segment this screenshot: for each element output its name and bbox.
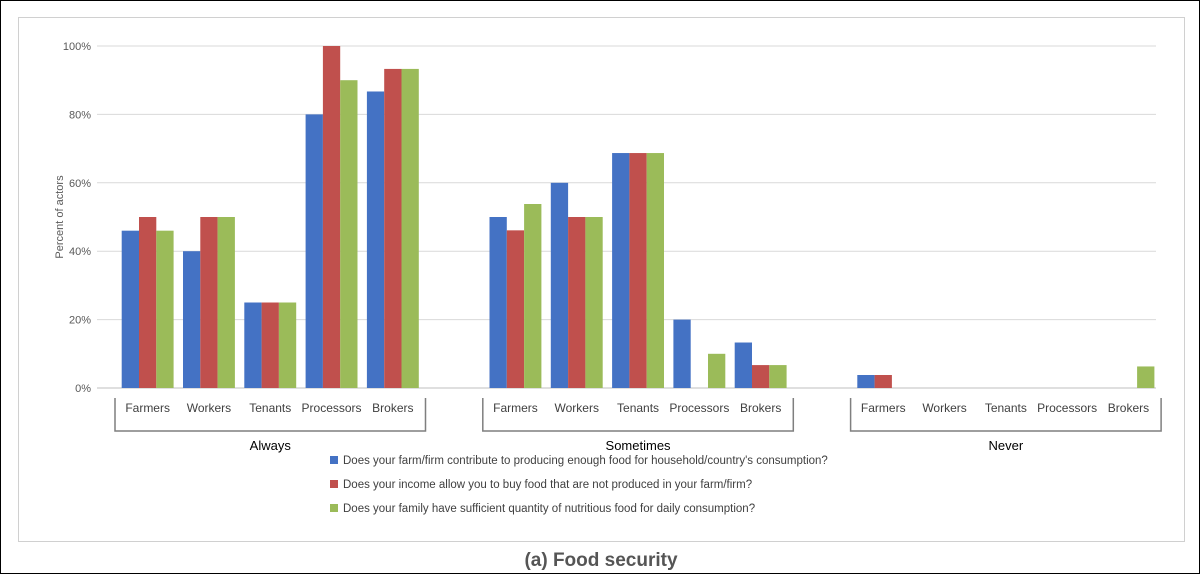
category-label: Tenants <box>249 401 291 415</box>
chart-area: 0% 20% 40% 60% 80% 100% Percent of actors Farme… <box>18 17 1185 542</box>
bar <box>139 217 157 388</box>
legend-swatch <box>330 456 338 464</box>
bar <box>874 375 892 388</box>
group-label: Always <box>250 438 292 453</box>
category-label: Processors <box>1037 401 1097 415</box>
bar <box>322 46 341 388</box>
y-tick-label: 20% <box>69 315 91 327</box>
bar <box>646 153 664 388</box>
category-label: Workers <box>922 401 966 415</box>
bar <box>673 319 691 388</box>
group-bracket <box>482 398 795 432</box>
legend-swatch <box>330 504 338 512</box>
group-bracket <box>114 398 427 432</box>
bar <box>629 153 647 388</box>
legend-label: Does your family have sufficient quantit… <box>343 503 755 515</box>
bar <box>200 217 218 388</box>
category-label: Processors <box>669 401 729 415</box>
bar <box>524 204 542 388</box>
bar <box>506 230 525 388</box>
legend-swatch <box>330 480 338 488</box>
bar-chart: 0% 20% 40% 60% 80% 100% Percent of actors Farme… <box>54 41 1162 515</box>
bar <box>550 182 569 388</box>
y-tick-label: 0% <box>75 383 91 395</box>
bar <box>366 91 385 389</box>
bar <box>857 375 875 388</box>
bar <box>244 302 262 388</box>
category-label: Farmers <box>861 401 906 415</box>
category-label: Tenants <box>617 401 659 415</box>
bar <box>305 114 323 389</box>
y-axis-label: Percent of actors <box>54 175 66 259</box>
group-label: Never <box>989 438 1024 453</box>
figure-caption: (a) Food security <box>524 550 678 571</box>
bar <box>612 153 630 388</box>
bar <box>769 365 787 388</box>
y-tick-label: 80% <box>69 109 91 121</box>
category-label: Workers <box>555 401 599 415</box>
bar <box>734 342 752 388</box>
bar <box>217 217 235 388</box>
bar <box>278 302 297 388</box>
bar <box>340 80 358 388</box>
bar <box>401 68 419 388</box>
bar <box>489 217 507 388</box>
bar <box>752 365 770 388</box>
bar <box>708 353 726 388</box>
category-label: Brokers <box>372 401 413 415</box>
bar <box>156 230 174 388</box>
bar <box>585 217 603 388</box>
bar <box>183 251 201 388</box>
category-label: Farmers <box>125 401 170 415</box>
bar <box>384 68 402 388</box>
category-label: Farmers <box>493 401 538 415</box>
bar <box>261 302 279 388</box>
group-bracket <box>849 398 1162 432</box>
bar <box>568 217 586 388</box>
category-label: Brokers <box>1108 401 1149 415</box>
bar <box>121 230 139 388</box>
y-tick-label: 100% <box>63 41 91 53</box>
y-tick-label: 60% <box>69 178 91 190</box>
category-label: Workers <box>187 401 231 415</box>
category-label: Tenants <box>985 401 1027 415</box>
y-tick-label: 40% <box>69 246 91 258</box>
bar <box>1137 366 1155 388</box>
legend-label: Does your income allow you to buy food t… <box>343 479 752 491</box>
category-label: Brokers <box>740 401 781 415</box>
category-label: Processors <box>302 401 362 415</box>
legend-label: Does your farm/firm contribute to produc… <box>343 455 828 467</box>
group-label: Sometimes <box>606 438 672 453</box>
